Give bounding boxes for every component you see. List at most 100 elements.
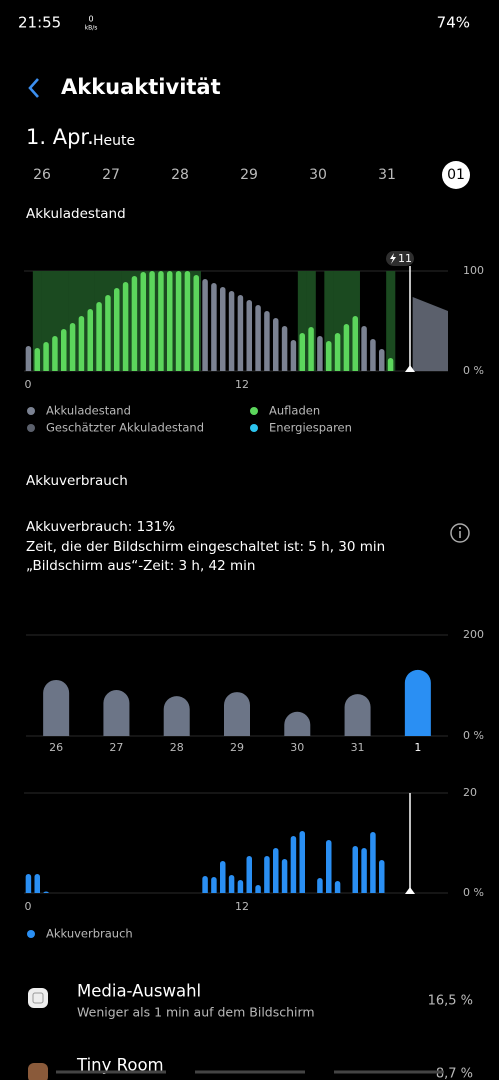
- info-line: „Bildschirm aus“-Zeit: 3 h, 42 min: [26, 558, 255, 574]
- bar: [211, 877, 217, 893]
- day-selected: [442, 161, 470, 189]
- legend-label: Energiesparen: [269, 421, 352, 435]
- bar: [334, 333, 341, 371]
- bar: [404, 669, 431, 736]
- bar: [326, 840, 332, 893]
- x-tick-label: 0: [25, 900, 32, 913]
- bar: [352, 316, 358, 371]
- bar: [334, 881, 341, 893]
- status-battery: 74%: [437, 14, 470, 32]
- bar: [43, 679, 70, 736]
- bar: [237, 295, 244, 371]
- chart: 200 0 % 26 27 28 29 30 31 1: [26, 628, 484, 754]
- info-line: Akkuverbrauch: 131%: [26, 519, 175, 535]
- bar: [284, 711, 311, 736]
- bar: [246, 856, 252, 893]
- bar: [87, 309, 93, 371]
- bar: [387, 358, 394, 371]
- bar: [281, 859, 288, 893]
- day[interactable]: 28: [171, 167, 189, 183]
- x-tick-label: 26: [49, 741, 63, 754]
- bar: [61, 329, 67, 371]
- bar: [246, 300, 252, 371]
- bar: [379, 860, 385, 893]
- info-button[interactable]: [450, 523, 470, 543]
- legend-swatch: [27, 407, 35, 415]
- bar: [25, 874, 32, 893]
- bar: [175, 271, 182, 371]
- bar: [114, 288, 120, 371]
- legend-label: Aufladen: [269, 404, 320, 418]
- bolt-icon: [390, 253, 396, 264]
- bar: [361, 848, 367, 893]
- x-tick-label: 31: [351, 741, 365, 754]
- bar: [255, 305, 261, 371]
- day[interactable]: 29: [240, 167, 258, 183]
- legend-swatch: [250, 407, 258, 415]
- bar: [264, 311, 270, 371]
- status-time: 21:55: [18, 14, 61, 32]
- bar: [167, 271, 173, 371]
- charging-shade: [41, 271, 51, 371]
- legend-label: Akkuverbrauch: [46, 927, 133, 941]
- y-tick-label: 200: [463, 628, 484, 641]
- net-value: 0: [88, 15, 93, 24]
- legend-label: Geschätzter Akkuladestand: [46, 421, 204, 435]
- bar: [273, 848, 279, 893]
- day[interactable]: 31: [378, 167, 396, 183]
- bar: [105, 295, 111, 371]
- day[interactable]: 30: [309, 167, 327, 183]
- x-tick-label: 30: [290, 741, 304, 754]
- app-detail: Weniger als 1 min auf dem Bildschirm: [77, 1005, 315, 1020]
- x-tick-label: 12: [235, 900, 249, 913]
- bar: [184, 271, 191, 371]
- bar: [131, 276, 138, 371]
- back-button[interactable]: [28, 78, 39, 98]
- bar: [379, 349, 385, 371]
- bar: [78, 316, 85, 371]
- bar: [343, 324, 350, 371]
- bar: [299, 333, 305, 371]
- bar: [237, 880, 244, 893]
- x-tick-label: 29: [230, 741, 244, 754]
- charging-shade: [297, 271, 307, 371]
- bar: [361, 326, 367, 371]
- legend-swatch: [27, 930, 35, 938]
- date-note: Heute: [93, 133, 135, 149]
- bar: [220, 287, 226, 371]
- day[interactable]: 27: [102, 167, 120, 183]
- legend-label: Akkuladestand: [46, 404, 131, 418]
- app-item[interactable]: Tiny Room 8,7 %: [28, 1056, 473, 1080]
- y-tick-label: 0 %: [463, 886, 484, 899]
- bar: [69, 323, 76, 371]
- day[interactable]: 01: [447, 167, 465, 183]
- section-title: Akkuverbrauch: [26, 473, 128, 489]
- bar: [352, 846, 358, 893]
- info-line: Zeit, die der Bildschirm eingeschaltet i…: [26, 539, 385, 555]
- bar: [281, 326, 288, 371]
- bar: [34, 348, 40, 371]
- x-tick-label: 12: [235, 378, 249, 391]
- net-unit: kB/s: [85, 25, 98, 32]
- x-tick-label: 1: [414, 741, 421, 754]
- chart: 20 0 % 0 12 Akkuverbrauch: [24, 786, 484, 941]
- x-tick-label: 28: [170, 741, 184, 754]
- charging-shade: [68, 271, 78, 371]
- day[interactable]: 26: [33, 167, 51, 183]
- bar: [96, 302, 102, 371]
- bar: [290, 340, 297, 371]
- bar: [103, 690, 130, 736]
- y-tick-label: 0 %: [463, 729, 484, 742]
- charging-shade: [306, 271, 316, 371]
- app-item[interactable]: Media-Auswahl Weniger als 1 min auf dem …: [28, 982, 473, 1020]
- bar: [326, 341, 332, 371]
- bar: [344, 694, 371, 736]
- bar: [202, 279, 208, 371]
- now-marker: [405, 793, 415, 894]
- bar: [158, 271, 164, 371]
- app-icon: [28, 1063, 48, 1080]
- page-title: Akkuaktivität: [61, 75, 221, 99]
- app-icon: [28, 988, 48, 1008]
